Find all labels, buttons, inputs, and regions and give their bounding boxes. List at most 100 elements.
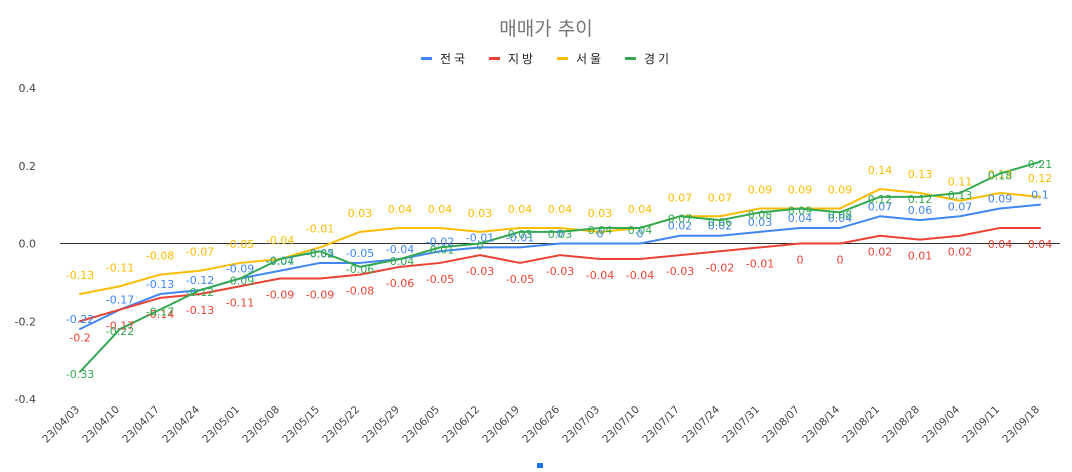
y-tick-label: 0.0 (19, 238, 37, 251)
x-tick-label: 23/09/18 (1000, 404, 1042, 446)
data-label: -0.04 (266, 255, 294, 268)
data-label: 0.04 (988, 238, 1013, 251)
data-label: 0 (837, 254, 844, 267)
x-tick-label: 23/05/08 (240, 404, 282, 446)
scroll-handle[interactable] (537, 463, 543, 468)
data-label: -0.2 (69, 331, 90, 344)
data-label: -0.03 (666, 265, 694, 278)
data-label: 0.06 (708, 216, 733, 229)
data-label: 0.08 (828, 208, 853, 221)
data-label: -0.06 (386, 277, 414, 290)
x-tick-label: 23/07/03 (560, 404, 602, 446)
data-label: 0.18 (988, 170, 1013, 183)
data-label: -0.03 (546, 265, 574, 278)
x-tick-label: 23/05/01 (200, 404, 242, 446)
data-label: -0.09 (266, 288, 294, 301)
x-tick-label: 23/08/28 (880, 404, 922, 446)
data-label: 0.21 (1028, 158, 1053, 171)
data-labels: -0.22-0.17-0.13 -0.12-0.09-0.07-0.05 -0.05… (66, 158, 1052, 381)
data-label: 0.04 (828, 212, 853, 225)
data-label: 0.13 (908, 168, 933, 181)
series-line (79, 188, 1041, 296)
x-tick-label: 23/07/24 (680, 403, 722, 445)
data-label: 0 (597, 228, 604, 241)
data-label: -0.08 (146, 250, 174, 263)
data-label: 0.03 (468, 207, 493, 220)
data-label: 0.04 (548, 203, 573, 216)
data-label: 0.04 (788, 212, 813, 225)
data-label: -0.05 (426, 273, 454, 286)
x-tick-label: 23/06/05 (400, 404, 442, 446)
data-label: -0.09 (306, 288, 334, 301)
data-label: -0.03 (466, 265, 494, 278)
series-lines (79, 160, 1041, 373)
data-label: 0.02 (868, 246, 893, 259)
legend-label: 경기 (644, 52, 672, 66)
y-tick-label: 0.4 (19, 82, 37, 95)
data-label: -0.22 (106, 325, 134, 338)
x-tick-label: 23/07/10 (600, 404, 642, 446)
data-label: 0.03 (508, 228, 533, 241)
data-label: -0.05 (226, 238, 254, 251)
data-label: -0.04 (386, 255, 414, 268)
data-label: -0.04 (626, 269, 654, 282)
data-label: 0.12 (1028, 172, 1053, 185)
data-label: 0.13 (948, 189, 973, 202)
legend-label: 지방 (508, 52, 536, 66)
x-tick-label: 23/04/17 (120, 404, 162, 446)
data-label: -0.06 (346, 263, 374, 276)
data-label: 0.07 (868, 200, 893, 213)
data-label: -0.04 (586, 269, 614, 282)
data-label: 0.07 (668, 212, 693, 225)
data-label: 0.09 (788, 205, 813, 218)
x-tick-label: 23/09/11 (960, 404, 1002, 446)
data-label: 0.07 (668, 191, 693, 204)
x-tick-label: 23/06/12 (440, 404, 482, 446)
data-label: 0.09 (988, 193, 1013, 206)
data-label: 0 (637, 228, 644, 241)
legend-swatch (489, 57, 500, 60)
x-tick-label: 23/07/31 (720, 404, 762, 446)
y-tick-label: -0.2 (15, 315, 36, 328)
legend: 전국 지방 서울 경기 (421, 52, 672, 66)
x-tick-label: 23/04/24 (160, 403, 202, 445)
data-label: 0.09 (828, 184, 853, 197)
data-label: 0.04 (628, 203, 653, 216)
x-tick-label: 23/09/04 (920, 403, 962, 445)
x-tick-label: 23/08/14 (800, 403, 842, 445)
data-label: -0.02 (426, 235, 454, 248)
data-label: 0.06 (908, 204, 933, 217)
data-label: -0.04 (386, 243, 414, 256)
data-label: 0.07 (708, 191, 733, 204)
x-tick-label: 23/06/19 (480, 404, 522, 446)
data-label: 0.11 (948, 176, 973, 189)
legend-label: 서울 (576, 52, 604, 66)
data-label: -0.12 (186, 274, 214, 287)
data-label: 0.14 (868, 164, 893, 177)
data-label: 0.04 (1028, 238, 1053, 251)
x-tick-label: 23/08/07 (760, 404, 802, 446)
data-label: -0.04 (266, 234, 294, 247)
data-label: 0.08 (748, 208, 773, 221)
data-label: 0.04 (388, 203, 413, 216)
data-label: -0.17 (106, 320, 134, 333)
data-label: 0.02 (668, 220, 693, 233)
x-tick-label: 23/05/22 (320, 404, 362, 446)
data-label: 0.04 (588, 224, 613, 237)
legend-swatch (421, 57, 432, 60)
x-tick-label: 23/04/10 (80, 404, 122, 446)
data-label: -0.22 (66, 313, 94, 326)
data-label: -0.13 (186, 304, 214, 317)
data-label: 0.12 (868, 193, 893, 206)
data-label: 0.07 (948, 200, 973, 213)
data-label: -0.09 (226, 262, 254, 275)
data-label: 0 (557, 228, 564, 241)
data-label: 0.12 (908, 193, 933, 206)
data-label: -0.08 (346, 285, 374, 298)
data-label: 0.02 (708, 220, 733, 233)
x-tick-label: 23/06/26 (520, 403, 562, 445)
legend-swatch (557, 57, 568, 60)
data-label: 0.1 (1031, 189, 1049, 202)
